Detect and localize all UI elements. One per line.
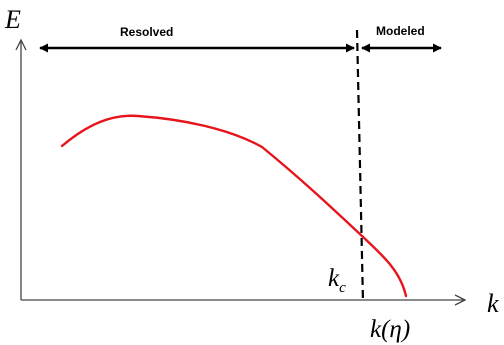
resolved-label: Resolved [120, 25, 173, 39]
cutoff-label-base: k [328, 265, 340, 292]
dissipation-wavenumber-label: k(η) [370, 316, 410, 343]
cutoff-label-subscript: c [339, 280, 346, 296]
energy-spectrum-curve [60, 114, 408, 298]
x-axis-label: k [487, 289, 499, 318]
modeled-label: Modeled [376, 24, 425, 38]
cutoff-label: kc [328, 265, 346, 296]
cutoff-dashed-line [355, 29, 365, 303]
y-axis-label: E [4, 5, 21, 34]
